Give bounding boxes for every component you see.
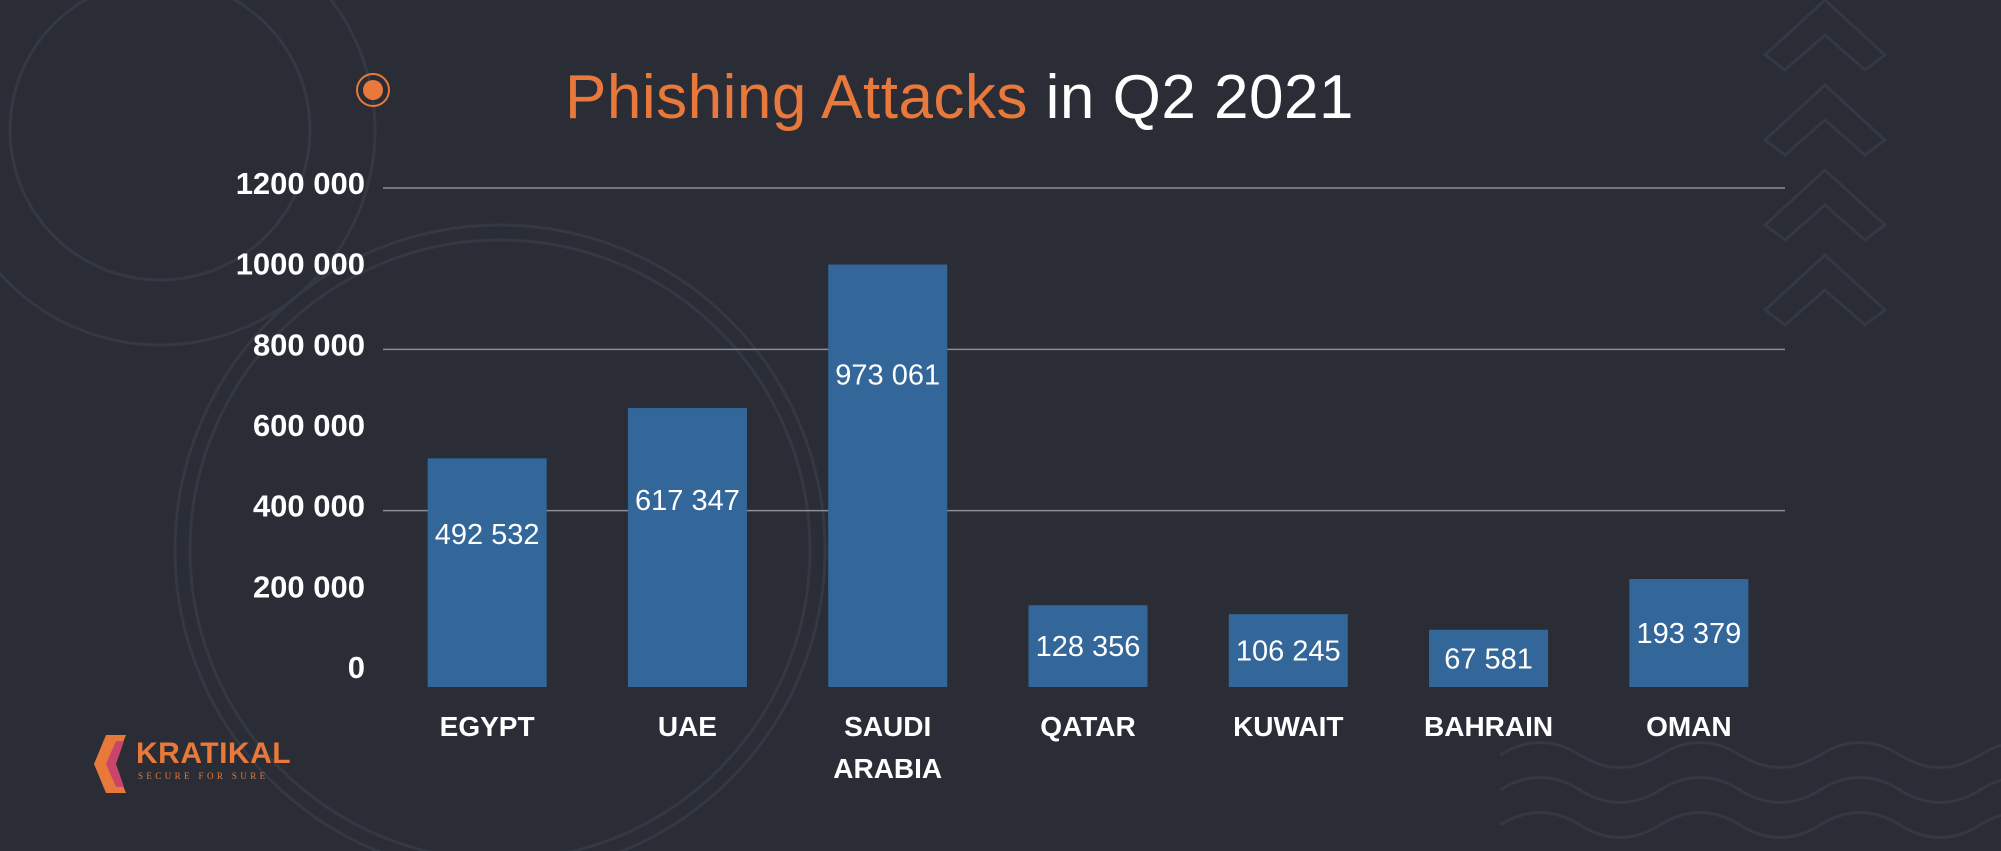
y-tick-label: 800 000 <box>253 327 365 362</box>
bar-value-label: 492 532 <box>435 519 540 551</box>
bar <box>1429 629 1549 687</box>
bar <box>627 408 747 687</box>
title-accent: Phishing Attacks <box>565 63 1028 132</box>
x-category-label: KUWAIT <box>1233 711 1343 742</box>
bar-value-label: 973 061 <box>835 360 940 392</box>
chart-title: Phishing Attacks in Q2 2021 <box>565 62 1354 133</box>
x-category-label: UAE <box>658 711 717 742</box>
bar-value-label: 128 356 <box>1036 631 1141 663</box>
title-bullet-icon <box>356 73 390 107</box>
y-tick-label: 1200 000 <box>236 166 365 201</box>
y-tick-label: 600 000 <box>253 408 365 443</box>
x-category-label: BAHRAIN <box>1424 711 1553 742</box>
y-tick-label: 1000 000 <box>236 247 365 282</box>
x-category-label: EGYPT <box>440 711 535 742</box>
bar-value-label: 617 347 <box>635 485 740 517</box>
x-category-label: OMAN <box>1646 711 1732 742</box>
bar <box>427 458 547 687</box>
title-rest: in Q2 2021 <box>1027 63 1354 132</box>
bar <box>828 264 948 687</box>
x-category-label: ARABIA <box>833 753 942 784</box>
x-category-label: QATAR <box>1040 711 1135 742</box>
logo-mark-icon <box>94 735 126 793</box>
logo-tagline: SECURE FOR SURE <box>138 771 269 781</box>
bar <box>1629 579 1749 687</box>
y-tick-label: 200 000 <box>253 569 365 604</box>
bar-value-label: 67 581 <box>1444 643 1533 675</box>
logo-name: KRATIKAL <box>136 737 292 770</box>
bar-value-label: 106 245 <box>1236 636 1341 668</box>
y-tick-label: 0 <box>348 650 365 685</box>
bar <box>1028 605 1148 687</box>
bar <box>1228 614 1348 687</box>
bar-value-label: 193 379 <box>1636 618 1741 650</box>
x-category-label: SAUDI <box>844 711 931 742</box>
y-tick-label: 400 000 <box>253 489 365 524</box>
kratikal-logo: KRATIKAL SECURE FOR SURE <box>92 735 291 795</box>
